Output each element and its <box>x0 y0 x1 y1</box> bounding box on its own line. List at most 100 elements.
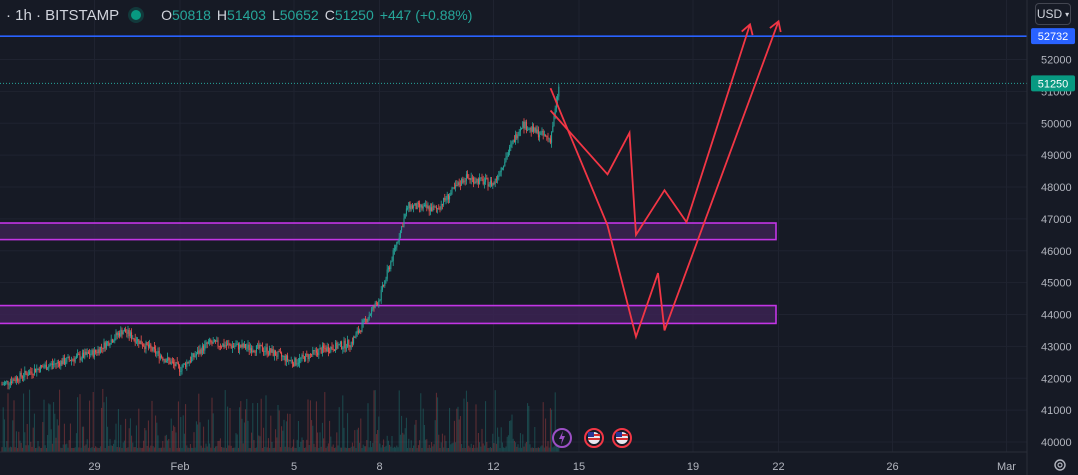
gear-icon[interactable] <box>1053 458 1067 472</box>
candle-body <box>427 206 429 208</box>
volume-bar <box>315 401 317 452</box>
candle-body <box>518 131 520 136</box>
candle-body <box>30 371 32 373</box>
candle-body <box>151 347 153 351</box>
volume-bar <box>54 413 56 452</box>
candle-body <box>554 108 556 116</box>
volume-bar <box>123 440 125 452</box>
volume-bar <box>237 447 239 452</box>
volume-bar <box>20 442 22 452</box>
volume-bar <box>269 447 271 452</box>
volume-bar <box>210 447 212 452</box>
support-zones[interactable] <box>0 222 777 325</box>
volume-bar <box>389 444 391 452</box>
candle-body <box>524 121 526 129</box>
market-status-icon[interactable] <box>131 10 142 20</box>
lightning-event-icon[interactable] <box>552 428 572 448</box>
volume-bar <box>67 447 69 452</box>
volume-bar <box>385 445 387 452</box>
candle-body <box>437 208 439 210</box>
candle-body <box>341 341 343 349</box>
candle-body <box>249 348 251 350</box>
volume-bar <box>72 447 74 452</box>
us-flag-event-icon[interactable] <box>612 428 632 448</box>
horizontal-lines[interactable] <box>0 35 1027 84</box>
candle-body <box>465 174 467 181</box>
candle-body <box>470 177 472 181</box>
candle-body <box>415 203 417 210</box>
candle-body <box>401 226 403 231</box>
volume-bar <box>31 446 33 452</box>
candle-body <box>405 208 407 215</box>
volume-bar <box>156 422 158 452</box>
candle-body <box>231 345 233 349</box>
candle-body <box>240 344 242 348</box>
volume-bar <box>192 447 194 452</box>
candle-body <box>377 303 379 305</box>
zone-rectangle[interactable] <box>0 222 777 241</box>
candle-body <box>93 350 95 357</box>
projection-paths[interactable] <box>549 19 782 340</box>
candle-body <box>365 318 367 320</box>
volume-bar <box>401 415 403 452</box>
candle-body <box>37 368 39 370</box>
candle-body <box>476 178 478 183</box>
volume-bar <box>362 444 364 452</box>
candle-body <box>229 343 231 346</box>
volume-bar <box>197 424 199 452</box>
volume-bar <box>283 419 285 452</box>
candle-body <box>235 345 237 347</box>
volume-bar <box>230 445 232 452</box>
candle-body <box>270 348 272 353</box>
volume-bar <box>173 425 175 452</box>
candle-body <box>501 167 503 169</box>
time-axis[interactable]: 29 Feb 5 8 12 15 19 22 26 Mar <box>0 451 1027 473</box>
volume-bar <box>168 439 170 452</box>
symbol-title[interactable]: · 1h · BITSTAMP <box>6 6 120 24</box>
volume-bar <box>132 442 134 452</box>
candle-body <box>135 341 137 343</box>
projection-path[interactable] <box>549 24 751 238</box>
candle-body <box>493 183 495 185</box>
candle-body <box>283 355 285 357</box>
currency-button[interactable]: USD ▾ <box>1035 3 1071 25</box>
candle-body <box>536 129 538 133</box>
volume-bar <box>288 447 290 452</box>
volume-bar <box>151 400 153 452</box>
projection-path[interactable] <box>549 20 780 340</box>
projection-arrowhead <box>769 19 782 33</box>
volume-bar <box>545 418 547 452</box>
candle-body <box>385 278 387 281</box>
candle-body <box>551 132 553 143</box>
volume-bar <box>325 447 327 452</box>
price-axis[interactable]: 40000 41000 42000 43000 44000 45000 46000 47000… <box>1026 0 1075 475</box>
candle-body <box>185 363 187 367</box>
candle-body <box>199 349 201 354</box>
zone-rectangle[interactable] <box>0 304 777 325</box>
candle-body <box>183 363 185 365</box>
volume-bar <box>212 413 214 452</box>
volume-bar <box>24 432 26 452</box>
volume-bar <box>32 427 34 452</box>
candle-body <box>133 338 135 340</box>
candle-body <box>25 370 27 374</box>
volume-bar <box>420 393 422 452</box>
candle-body <box>483 181 485 185</box>
time-tick-label: 8 <box>376 461 382 473</box>
candle-body <box>534 127 536 132</box>
volume-bar <box>459 416 461 452</box>
volume-bar <box>413 445 415 452</box>
event-markers[interactable] <box>552 428 632 448</box>
candle-body <box>55 363 57 365</box>
candle-body <box>374 302 376 308</box>
volume-bar <box>308 444 310 452</box>
candle-body <box>368 315 370 319</box>
candle-body <box>416 203 418 210</box>
volume-bar <box>206 446 208 452</box>
candle-body <box>349 346 351 348</box>
us-flag-event-icon[interactable] <box>584 428 604 448</box>
candle-body <box>492 183 494 186</box>
candle-body <box>557 96 559 100</box>
volume-bar <box>111 445 113 452</box>
